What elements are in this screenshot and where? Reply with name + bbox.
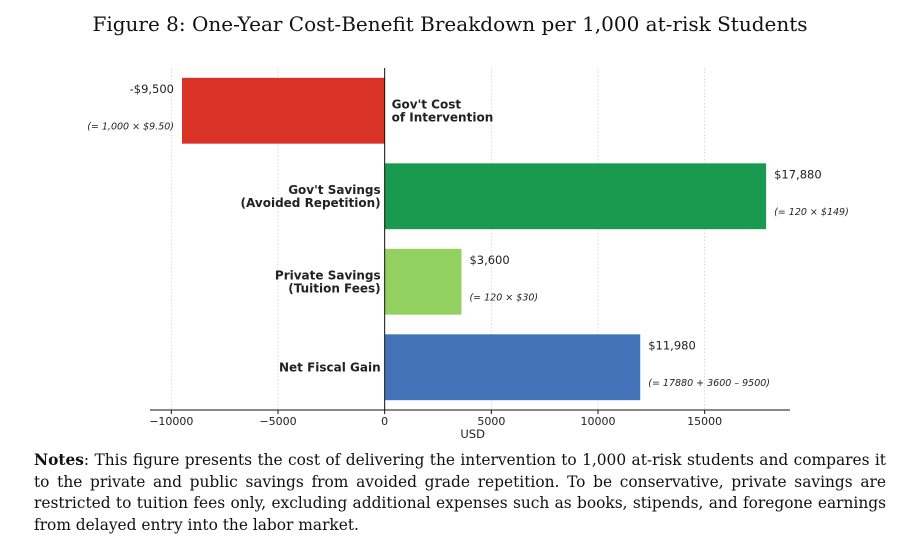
bar-layer [182, 77, 767, 401]
value-label-3: $11,980 [648, 338, 696, 352]
category-label-line: Private Savings [275, 268, 381, 282]
axis-layer: −10000 −5000 0 5000 10000 15000 USD [149, 68, 790, 441]
formula-label-3: (= 17880 + 3600 – 9500) [648, 378, 770, 389]
x-tick-label-3: 5000 [477, 415, 505, 428]
bar-0 [182, 77, 385, 144]
category-label-line: Gov't Cost [392, 97, 462, 111]
formula-label-2: (= 120 × $30) [469, 293, 538, 304]
notes-label: Notes [34, 451, 84, 469]
value-label-2: $3,600 [469, 253, 509, 267]
value-label-0: -$9,500 [130, 82, 174, 96]
category-label-line: (Avoided Repetition) [241, 196, 381, 210]
notes-text: : This figure presents the cost of deliv… [34, 451, 886, 534]
bar-1 [384, 163, 767, 230]
x-tick-label-4: 10000 [581, 415, 616, 428]
label-layer: -$9,500 (= 1,000 × $9.50) Gov't Cost of Int… [87, 82, 849, 389]
category-label-2: Private Savings (Tuition Fees) [275, 268, 381, 295]
category-label-line: Gov't Savings [288, 183, 380, 197]
x-tick-label-1: −5000 [259, 415, 296, 428]
category-label-3: Net Fiscal Gain [279, 360, 381, 374]
category-label-line: Net Fiscal Gain [279, 360, 381, 374]
figure-title: Figure 8: One-Year Cost-Benefit Breakdow… [92, 12, 808, 36]
notes-paragraph: Notes: This figure presents the cost of … [34, 450, 886, 536]
value-label-1: $17,880 [774, 167, 822, 181]
category-label-1: Gov't Savings (Avoided Repetition) [241, 183, 381, 210]
x-tick-label-0: −10000 [149, 415, 193, 428]
category-label-0: Gov't Cost of Intervention [392, 97, 494, 124]
bar-3 [384, 334, 641, 401]
x-axis-label: USD [460, 427, 485, 441]
x-tick-label-2: 0 [381, 415, 388, 428]
category-label-line: (Tuition Fees) [288, 281, 380, 295]
bar-chart: −10000 −5000 0 5000 10000 15000 USD -$9,500 (= … [87, 68, 849, 441]
x-tick-label-5: 15000 [687, 415, 722, 428]
formula-label-1: (= 120 × $149) [774, 207, 849, 218]
formula-label-0: (= 1,000 × $9.50) [87, 122, 174, 133]
bar-2 [384, 248, 462, 315]
category-label-line: of Intervention [392, 110, 494, 124]
